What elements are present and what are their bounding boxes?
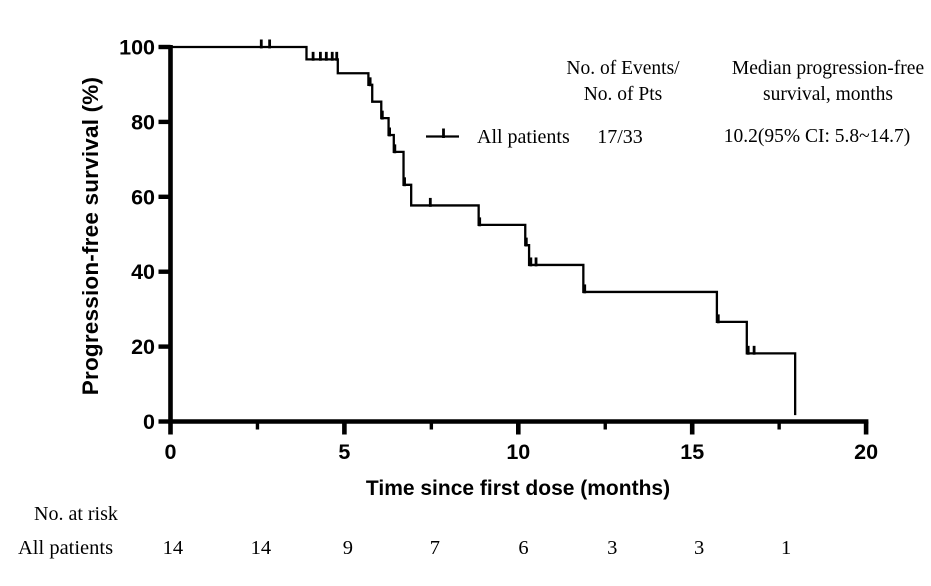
- legend-header-median-line1: Median progression-free: [731, 58, 925, 79]
- x-tick-label: 15: [680, 440, 704, 464]
- risk-table-row-label: All patients: [18, 537, 114, 559]
- risk-count: 14: [162, 537, 184, 559]
- risk-count: 14: [250, 537, 272, 559]
- y-tick-label: 100: [119, 36, 155, 60]
- x-tick-label: 0: [165, 440, 177, 464]
- legend-header-median-line2: survival, months: [763, 83, 893, 105]
- y-tick-label: 40: [131, 260, 155, 284]
- x-tick-label: 10: [506, 440, 530, 464]
- legend-series-label: All patients: [477, 126, 570, 148]
- y-tick-label: 80: [131, 110, 155, 134]
- y-tick-label: 0: [143, 410, 155, 434]
- legend-header-events: No. of Events/ No. of Pts: [513, 56, 733, 107]
- risk-count: 3: [694, 537, 705, 559]
- risk-table-counts-row: 14 14 9 7 6 3 3 1: [0, 537, 931, 567]
- x-tick-label: 20: [854, 440, 878, 464]
- legend-events-value: 17/33: [597, 126, 643, 148]
- y-tick-label: 60: [131, 185, 155, 209]
- legend-median-value: 10.2(95% CI: 5.8~14.7): [723, 126, 911, 147]
- y-tick-label: 20: [131, 335, 155, 359]
- risk-count: 1: [780, 537, 792, 559]
- legend-header-median: Median progression-free survival, months: [703, 56, 931, 107]
- x-axis-title: Time since first dose (months): [365, 477, 671, 500]
- risk-count: 7: [429, 537, 440, 559]
- risk-count: 6: [518, 537, 529, 559]
- y-axis-title: Progression-free survival (%): [78, 76, 103, 396]
- legend-header-events-line1: No. of Events/: [566, 58, 680, 79]
- risk-table-title: No. at risk: [34, 503, 118, 525]
- risk-count: 9: [342, 537, 353, 559]
- x-tick-label: 5: [338, 440, 350, 464]
- risk-count: 3: [607, 537, 618, 559]
- legend-header-events-line2: No. of Pts: [583, 83, 663, 105]
